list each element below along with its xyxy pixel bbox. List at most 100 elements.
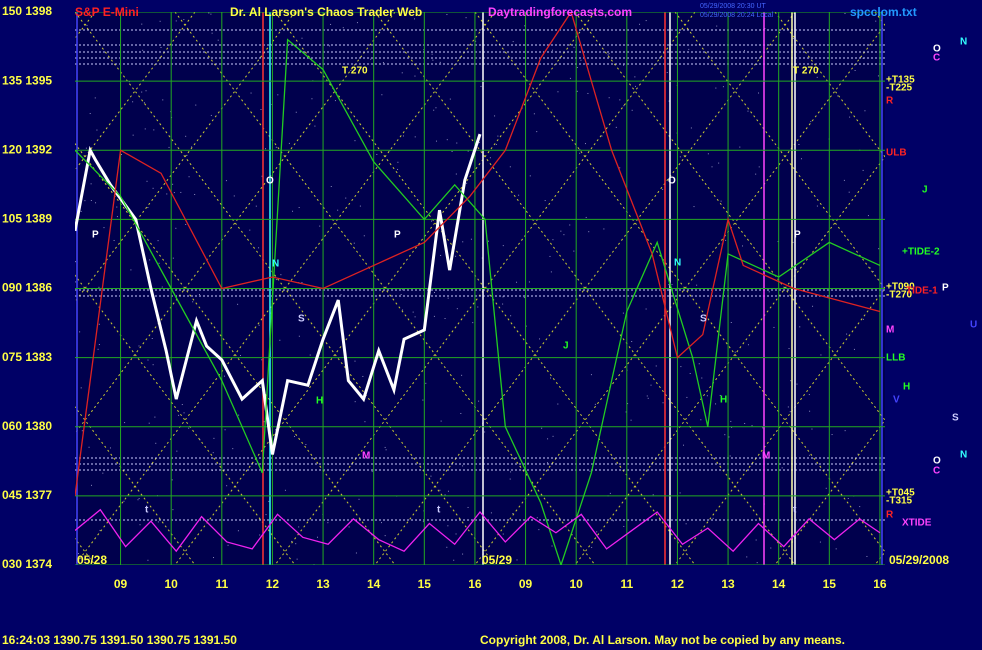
star xyxy=(401,289,403,291)
star xyxy=(358,498,360,500)
star xyxy=(734,351,736,353)
y-tick-label: 030 1374 xyxy=(2,557,52,571)
star xyxy=(645,20,647,22)
star xyxy=(139,524,141,526)
star xyxy=(96,129,98,131)
annotation: U xyxy=(970,320,977,331)
star xyxy=(284,489,286,491)
star xyxy=(523,297,525,299)
x-tick-label: 13 xyxy=(721,577,735,591)
star xyxy=(864,110,866,112)
star xyxy=(175,20,177,22)
annotation: O xyxy=(933,44,941,55)
star xyxy=(210,13,212,15)
star xyxy=(516,281,518,283)
star xyxy=(265,148,267,150)
star xyxy=(350,69,352,71)
annotation: H xyxy=(720,395,727,406)
star xyxy=(414,136,416,138)
star xyxy=(462,553,464,555)
star xyxy=(261,359,263,361)
star xyxy=(440,420,442,422)
diagonal xyxy=(75,12,496,565)
star xyxy=(742,245,744,247)
star xyxy=(446,14,448,16)
star xyxy=(250,92,252,94)
star xyxy=(455,533,457,535)
annotation: N xyxy=(960,450,967,461)
annotation: ULB xyxy=(886,148,907,159)
star xyxy=(812,305,814,307)
star xyxy=(211,470,213,472)
star xyxy=(210,114,212,116)
diagonal xyxy=(174,12,596,565)
star xyxy=(573,46,575,48)
star xyxy=(183,412,185,414)
star xyxy=(146,180,148,182)
star xyxy=(183,19,185,21)
star xyxy=(138,498,140,500)
annotation: -T225 xyxy=(886,83,913,94)
star xyxy=(462,241,464,243)
star xyxy=(295,543,297,545)
annotation: t xyxy=(145,505,149,516)
star xyxy=(208,12,210,14)
star xyxy=(109,447,111,449)
chart-title: Dr. Al Larson's Chaos Trader Web xyxy=(230,5,422,19)
star xyxy=(777,241,779,243)
star xyxy=(255,205,257,207)
star xyxy=(747,110,749,112)
star xyxy=(536,131,538,133)
star xyxy=(862,169,864,171)
star xyxy=(679,156,681,158)
star xyxy=(588,231,590,233)
star xyxy=(686,396,688,398)
star xyxy=(730,420,732,422)
diagonal xyxy=(75,12,496,565)
star xyxy=(781,467,783,469)
star xyxy=(435,107,437,109)
star xyxy=(103,227,105,229)
star xyxy=(138,345,140,347)
star xyxy=(364,421,366,423)
star xyxy=(81,430,83,432)
star xyxy=(280,274,282,276)
star xyxy=(688,48,690,50)
star xyxy=(85,147,87,149)
annotation: M xyxy=(362,451,370,462)
star xyxy=(356,22,358,24)
star xyxy=(820,354,822,356)
star xyxy=(157,240,159,242)
star xyxy=(124,422,126,424)
star xyxy=(679,492,681,494)
star xyxy=(305,444,307,446)
star xyxy=(447,525,449,527)
star xyxy=(188,427,190,429)
x-tick-label: 10 xyxy=(165,577,179,591)
star xyxy=(168,146,170,148)
star xyxy=(223,375,225,377)
star xyxy=(160,46,162,48)
star xyxy=(224,429,226,431)
star xyxy=(671,284,673,286)
y-tick-label: 045 1377 xyxy=(2,488,52,502)
star xyxy=(363,235,365,237)
star xyxy=(625,411,627,413)
star xyxy=(414,18,416,20)
star xyxy=(172,509,174,511)
star xyxy=(397,161,399,163)
star xyxy=(90,183,92,185)
annotation: S xyxy=(298,314,305,325)
star xyxy=(130,269,132,271)
annotation: N xyxy=(674,258,681,269)
star xyxy=(878,248,880,250)
star xyxy=(690,127,692,129)
star xyxy=(330,186,332,188)
star xyxy=(512,41,514,43)
star xyxy=(478,141,480,143)
star xyxy=(867,215,869,217)
star xyxy=(810,121,812,123)
star xyxy=(430,475,432,477)
star xyxy=(715,403,717,405)
star xyxy=(444,318,446,320)
